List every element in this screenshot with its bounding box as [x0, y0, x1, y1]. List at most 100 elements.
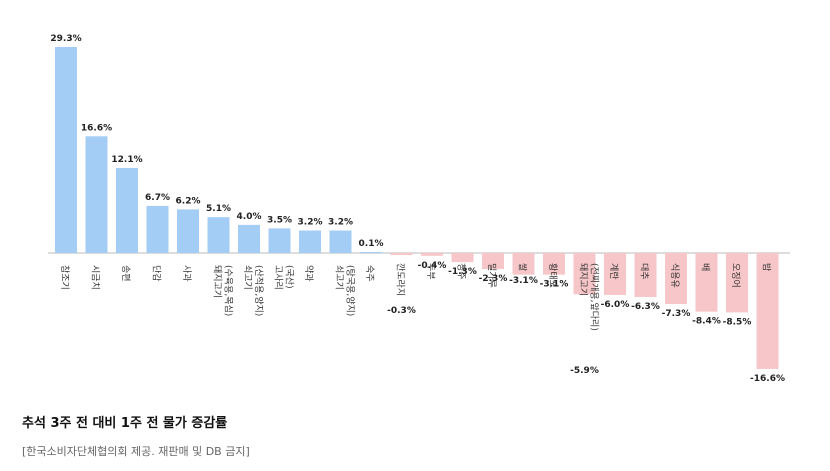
- bar-20: [665, 253, 687, 305]
- value-label-21: -8.4%: [692, 317, 721, 327]
- bar-15: [512, 253, 535, 275]
- svg-text:(국산): (국산): [284, 265, 295, 289]
- svg-text:단감: 단감: [151, 265, 163, 282]
- value-label-9: 3.2%: [328, 218, 353, 228]
- value-label-8: 3.2%: [298, 218, 323, 228]
- bar-12: [421, 253, 443, 256]
- svg-text:밤: 밤: [761, 263, 772, 271]
- value-label-3: 6.7%: [145, 193, 170, 203]
- svg-text:배: 배: [700, 263, 711, 271]
- svg-text:(산적용,양지): (산적용,양지): [253, 265, 265, 316]
- value-label-13: -1.3%: [448, 267, 477, 277]
- category-label-23: 밤: [761, 263, 772, 271]
- chart-caption: 추석 3주 전 대비 1주 전 물가 증감률: [22, 416, 228, 431]
- value-label-19: -6.3%: [631, 302, 660, 312]
- svg-text:고사리: 고사리: [273, 265, 284, 290]
- bar-14: [482, 253, 504, 270]
- bar-19: [634, 253, 657, 298]
- svg-text:두부: 두부: [425, 263, 436, 280]
- source-note: [한국소비자단체협의회 제공. 재판매 및 DB 금지]: [22, 445, 250, 458]
- category-label-8: 약과: [303, 265, 315, 282]
- category-label-1: 시금치: [90, 265, 102, 290]
- value-label-18: -6.0%: [601, 300, 630, 310]
- value-label-11: -0.3%: [387, 306, 416, 316]
- category-label-9: 쇠고기 (탕국용,양지): [334, 265, 356, 316]
- category-label-7: 고사리 (국산): [273, 265, 295, 290]
- svg-text:(수육용,목심): (수육용,목심): [223, 265, 234, 316]
- bar-3: [146, 205, 169, 253]
- category-label-13: 청주: [456, 263, 467, 280]
- category-label-15: 쌀: [517, 263, 528, 271]
- category-label-14: 밀가루: [486, 263, 498, 288]
- svg-text:사과: 사과: [181, 265, 192, 282]
- bar-13: [451, 253, 474, 263]
- bar-8: [299, 230, 321, 253]
- value-label-2: 12.1%: [111, 155, 142, 165]
- svg-text:깐도라지: 깐도라지: [395, 263, 406, 296]
- bar-17: [573, 253, 596, 295]
- svg-text:식용유: 식용유: [669, 263, 680, 288]
- value-label-22: -8.5%: [723, 317, 752, 327]
- bar-23: [756, 253, 779, 369]
- svg-text:송편: 송편: [120, 265, 132, 282]
- bar-0: [55, 47, 77, 253]
- category-label-2: 송편: [120, 265, 132, 282]
- category-label-12: 두부: [425, 263, 436, 280]
- bar-chart: 참조기29.3%시금치16.6%송편12.1%단감6.7%사과6.2%돼지고기(…: [48, 34, 790, 384]
- svg-text:오징어: 오징어: [730, 263, 741, 288]
- value-label-15: -3.1%: [509, 276, 538, 286]
- svg-text:청주: 청주: [456, 263, 467, 280]
- svg-text:돼지고기: 돼지고기: [578, 263, 589, 296]
- svg-text:계란: 계란: [608, 263, 620, 280]
- bar-6: [238, 224, 260, 253]
- svg-text:밀가루: 밀가루: [486, 263, 498, 288]
- category-label-20: 식용유: [669, 263, 680, 288]
- value-label-14: -2.3%: [479, 274, 508, 284]
- category-label-18: 계란: [608, 263, 620, 280]
- category-label-21: 배: [700, 263, 711, 271]
- bar-11: [390, 253, 413, 256]
- svg-text:쇠고기: 쇠고기: [242, 265, 253, 290]
- value-label-12: -0.4%: [418, 261, 447, 271]
- category-label-0: 참조기: [59, 265, 70, 290]
- bar-5: [207, 217, 230, 253]
- svg-text:쇠고기: 쇠고기: [334, 265, 345, 290]
- category-label-19: 대추: [639, 263, 650, 280]
- value-label-7: 3.5%: [267, 215, 292, 225]
- bar-18: [604, 253, 626, 295]
- svg-text:참조기: 참조기: [59, 265, 70, 290]
- value-label-4: 6.2%: [176, 196, 201, 206]
- bar-4: [177, 209, 199, 253]
- bar-16: [543, 253, 565, 275]
- svg-text:대추: 대추: [639, 263, 650, 280]
- category-label-11: 깐도라지: [395, 263, 406, 296]
- value-label-0: 29.3%: [50, 34, 81, 44]
- svg-text:시금치: 시금치: [90, 265, 102, 290]
- value-label-6: 4.0%: [237, 212, 262, 222]
- svg-text:쌀: 쌀: [517, 263, 528, 271]
- value-label-5: 5.1%: [206, 204, 231, 214]
- category-label-16: 황태포: [547, 263, 558, 288]
- bar-10: [360, 252, 382, 253]
- value-label-10: 0.1%: [359, 239, 384, 249]
- value-label-20: -7.3%: [662, 309, 691, 319]
- category-label-4: 사과: [181, 265, 192, 282]
- bar-21: [695, 253, 718, 312]
- value-label-17: -5.9%: [570, 366, 599, 376]
- bar-2: [116, 167, 138, 253]
- value-label-1: 16.6%: [81, 123, 112, 133]
- bar-1: [85, 136, 108, 253]
- category-label-3: 단감: [151, 265, 163, 282]
- svg-text:약과: 약과: [303, 265, 315, 282]
- bar-9: [329, 230, 352, 253]
- value-label-16: -3.1%: [540, 280, 569, 290]
- svg-text:(탕국용,양지): (탕국용,양지): [345, 265, 356, 316]
- svg-text:돼지고기: 돼지고기: [212, 265, 223, 298]
- category-label-22: 오징어: [730, 263, 741, 288]
- category-label-10: 숙주: [364, 265, 375, 282]
- svg-text:숙주: 숙주: [364, 265, 375, 282]
- category-label-5: 돼지고기 (수육용,목심): [212, 265, 234, 316]
- svg-text:황태포: 황태포: [547, 263, 558, 288]
- svg-text:(전찌개용,앞다리): (전찌개용,앞다리): [589, 263, 601, 331]
- bar-22: [726, 253, 748, 313]
